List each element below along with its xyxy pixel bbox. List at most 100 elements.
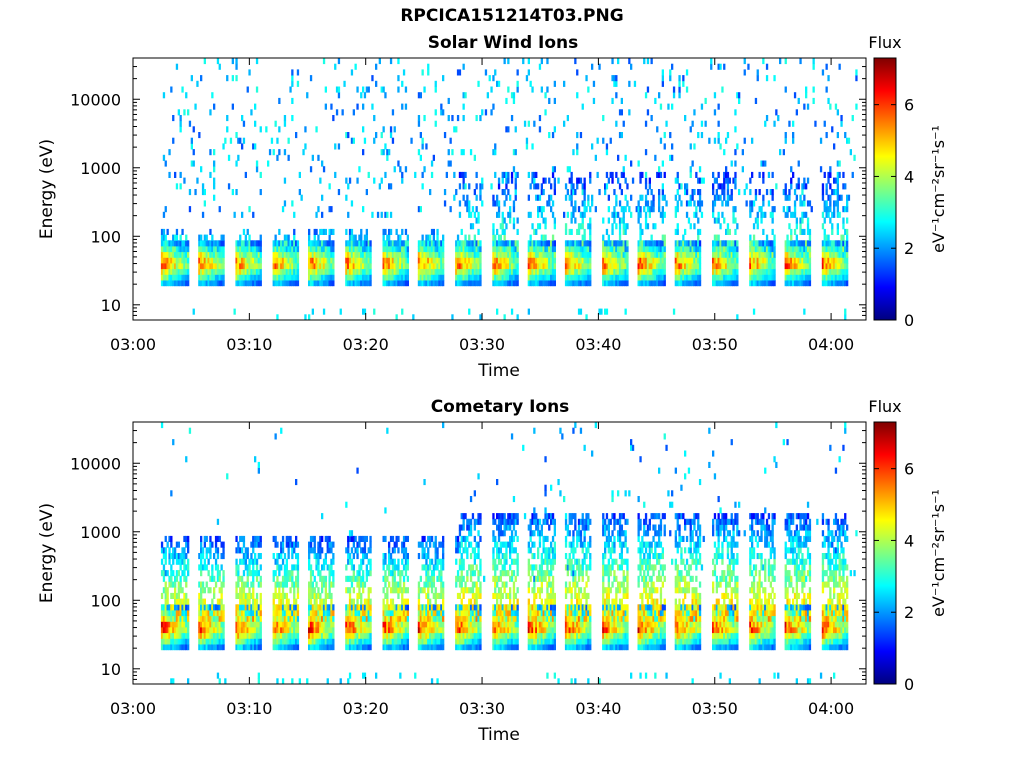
spectrogram-cell	[391, 280, 395, 287]
spectrogram-cell	[432, 234, 435, 241]
spectrogram-cell	[527, 171, 530, 178]
spectrogram-cell	[250, 263, 253, 270]
spectrogram-cell	[250, 570, 253, 577]
spectrogram-cell	[200, 558, 203, 565]
spectrogram-cell	[762, 228, 765, 235]
spectrogram-cell	[200, 610, 203, 617]
spectrogram-cell	[564, 263, 568, 270]
spectrogram-cell	[179, 234, 182, 241]
spectrogram-cell	[170, 86, 173, 93]
spectrogram-cell	[456, 251, 460, 258]
spectrogram-cell	[663, 274, 666, 281]
spectrogram-cell	[641, 280, 644, 287]
spectrogram-cell	[198, 592, 201, 599]
spectrogram-cell	[577, 280, 581, 287]
spectrogram-cell	[207, 257, 210, 264]
spectrogram-cell	[602, 268, 605, 275]
spectrogram-cell	[315, 274, 318, 281]
spectrogram-cell	[172, 621, 175, 628]
spectrogram-cell	[280, 638, 283, 645]
spectrogram-cell	[792, 257, 795, 264]
spectrogram-cell	[162, 632, 166, 639]
spectrogram-cell	[388, 263, 391, 270]
spectrogram-cell	[252, 263, 255, 270]
spectrogram-cell	[168, 615, 171, 622]
spectrogram-cell	[237, 263, 240, 270]
spectrogram-cell	[384, 228, 387, 235]
spectrogram-cell	[296, 615, 300, 622]
spectrogram-cell	[806, 274, 810, 281]
spectrogram-cell	[507, 86, 510, 93]
spectrogram-cell	[844, 308, 847, 315]
spectrogram-cell	[577, 263, 581, 270]
spectrogram-cell	[170, 575, 173, 582]
spectrogram-cell	[429, 257, 432, 264]
spectrogram-cell	[496, 263, 499, 270]
spectrogram-cell	[179, 564, 182, 571]
spectrogram-cell	[471, 206, 475, 213]
spectrogram-cell	[242, 610, 246, 617]
spectrogram-cell	[751, 274, 754, 281]
spectrogram-cell	[160, 228, 164, 235]
spectrogram-cell	[274, 604, 277, 611]
spectrogram-cell	[527, 120, 530, 127]
spectrogram-cell	[503, 251, 506, 258]
spectrogram-cell	[281, 587, 285, 594]
spectrogram-cell	[222, 553, 225, 560]
spectrogram-cell	[838, 246, 841, 253]
spectrogram-cell	[758, 251, 761, 258]
spectrogram-cell	[514, 171, 517, 178]
spectrogram-cell	[295, 246, 298, 253]
spectrogram-cell	[821, 280, 825, 287]
spectrogram-cell	[697, 177, 700, 184]
spectrogram-cell	[648, 211, 651, 218]
spectrogram-cell	[235, 246, 238, 253]
spectrogram-cell	[771, 257, 774, 264]
spectrogram-cell	[214, 558, 218, 565]
x-tick-label: 03:10	[226, 335, 272, 354]
spectrogram-cell	[613, 240, 616, 247]
spectrogram-cell	[697, 217, 700, 224]
spectrogram-cell	[181, 86, 184, 93]
spectrogram-cell	[291, 627, 294, 634]
spectrogram-cell	[365, 632, 368, 639]
spectrogram-cell	[473, 268, 476, 275]
spectrogram-cell	[676, 274, 679, 281]
spectrogram-cell	[311, 257, 314, 264]
spectrogram-cell	[449, 137, 452, 144]
spectrogram-cell	[365, 644, 368, 651]
spectrogram-cell	[170, 268, 173, 275]
spectrogram-cell	[477, 274, 480, 281]
spectrogram-cell	[218, 575, 221, 582]
spectrogram-cell	[734, 149, 737, 156]
spectrogram-cell	[244, 638, 247, 645]
spectrogram-cell	[201, 638, 205, 645]
spectrogram-cell	[471, 274, 475, 281]
spectrogram-cell	[646, 109, 650, 116]
spectrogram-cell	[259, 246, 262, 253]
spectrogram-cell	[244, 280, 247, 287]
spectrogram-cell	[162, 234, 166, 241]
spectrogram-cell	[362, 86, 365, 93]
spectrogram-cell	[280, 564, 283, 571]
spectrogram-cell	[641, 274, 644, 281]
spectrogram-cell	[365, 86, 368, 93]
spectrogram-cell	[328, 228, 331, 235]
spectrogram-cell	[788, 274, 791, 281]
spectrogram-cell	[339, 308, 342, 315]
spectrogram-cell	[656, 268, 659, 275]
spectrogram-cell	[644, 217, 648, 224]
spectrogram-cell	[283, 263, 287, 270]
spectrogram-cell	[274, 433, 277, 440]
spectrogram-cell	[605, 251, 609, 258]
spectrogram-cell	[174, 547, 177, 554]
spectrogram-cell	[257, 263, 260, 270]
spectrogram-cell	[821, 274, 825, 281]
spectrogram-cell	[185, 575, 188, 582]
spectrogram-cell	[293, 581, 296, 588]
spectrogram-cell	[272, 575, 275, 582]
spectrogram-cell	[676, 263, 679, 270]
spectrogram-cell	[503, 274, 506, 281]
spectrogram-cell	[834, 251, 838, 258]
